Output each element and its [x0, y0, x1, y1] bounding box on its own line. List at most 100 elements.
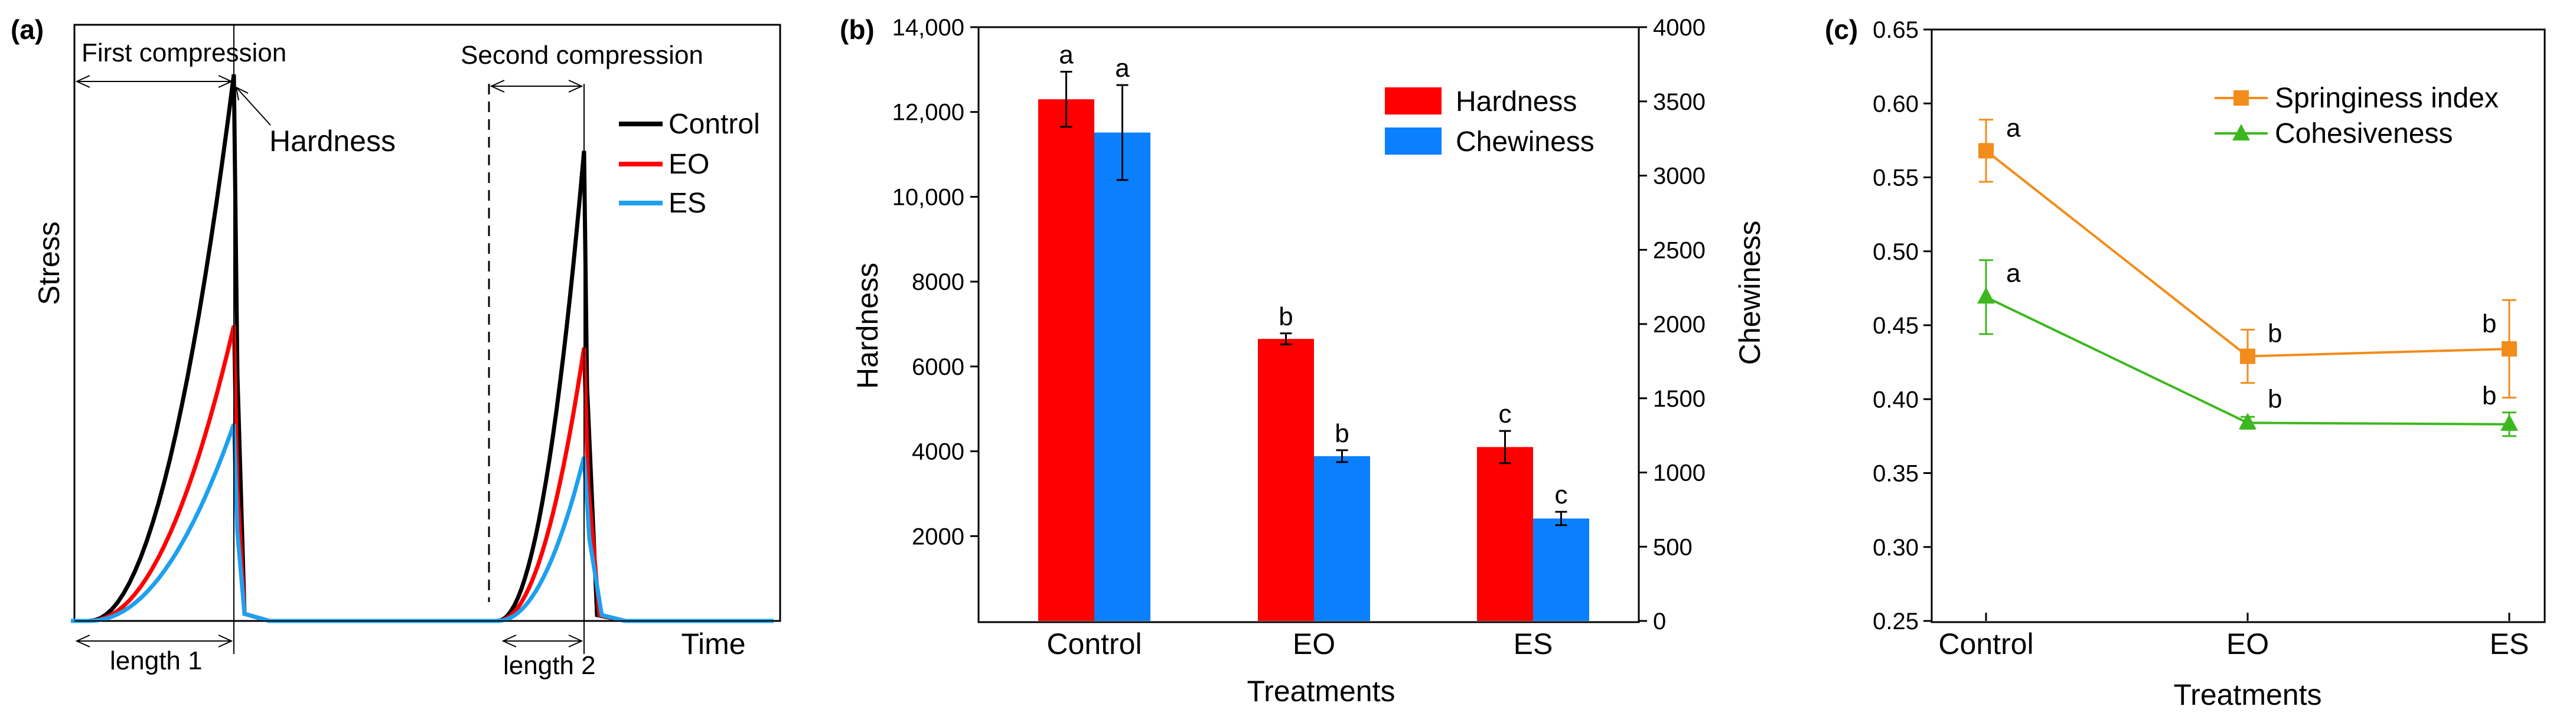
right-tick-label: 3500	[1653, 89, 1706, 115]
panel-b-left-ticks: 2000 4000 6000 8000 10,000 12,000 14,000	[892, 15, 979, 550]
legend-es-label: ES	[669, 188, 706, 219]
right-tick-label: 4000	[1653, 15, 1706, 41]
panel-b-bars: a a b b c c	[1038, 40, 1589, 621]
panel-c-y-ticks: 0.25 0.30 0.35 0.40 0.45 0.50 0.55 0.60 0.65	[1873, 17, 1932, 635]
springiness-significance-letter: b	[2268, 319, 2282, 348]
panel-a-xlabel: Time	[681, 627, 745, 660]
length2-label: length 2	[503, 651, 596, 680]
left-tick-label: 2000	[912, 524, 964, 550]
y-tick-label: 0.35	[1873, 461, 1919, 487]
y-tick-label: 0.65	[1873, 17, 1919, 43]
panel-b-legend: Hardness Chewiness	[1385, 86, 1594, 158]
cohesiveness-significance-letter: b	[2482, 381, 2496, 410]
left-tick-label: 4000	[912, 439, 964, 465]
chewiness-bar	[1533, 518, 1589, 621]
second-compression-arrow	[490, 80, 583, 93]
panel-a: (a) Stress Time First compression Second…	[11, 14, 781, 680]
right-tick-label: 3000	[1653, 163, 1706, 189]
panel-c-xlabel: Treatments	[2173, 678, 2321, 711]
first-compression-label: First compression	[81, 38, 286, 67]
second-compression-label: Second compression	[461, 41, 703, 70]
springiness-marker	[1978, 143, 1994, 159]
cohesiveness-significance-letter: b	[2268, 384, 2282, 413]
right-tick-label: 1000	[1653, 460, 1706, 486]
cohesiveness-marker	[1977, 287, 1995, 304]
left-tick-label: 14,000	[892, 15, 964, 41]
springiness-significance-letter: a	[2006, 113, 2021, 142]
panel-b-label: (b)	[840, 14, 875, 45]
left-tick-label: 10,000	[892, 184, 964, 210]
springiness-marker	[2502, 341, 2517, 357]
length1-label: length 1	[110, 646, 203, 675]
y-tick-label: 0.40	[1873, 387, 1919, 413]
significance-letter: b	[1279, 302, 1293, 331]
y-tick-label: 0.30	[1873, 535, 1919, 561]
curve-eo	[71, 325, 774, 623]
left-tick-label: 12,000	[892, 100, 964, 126]
panel-c-series: a b b a b b	[1977, 113, 2518, 437]
panel-b-right-ticks: 0 500 1000 1500 2000 2500 3000 3500 4000	[1639, 15, 1706, 635]
panel-b: (b) Hardness Chewiness Treatments 2000 40…	[840, 14, 1766, 708]
right-tick-label: 500	[1653, 534, 1693, 560]
category-label: Control	[1046, 627, 1142, 660]
legend-hardness-label: Hardness	[1456, 86, 1577, 117]
category-label: ES	[1514, 627, 1553, 660]
significance-letter: b	[1335, 419, 1349, 448]
category-label: Control	[1938, 627, 2033, 660]
significance-letter: a	[1059, 40, 1074, 69]
chewiness-bar	[1094, 132, 1150, 621]
y-tick-label: 0.55	[1873, 165, 1919, 191]
panel-c-legend: Springiness index Cohesiveness	[2215, 83, 2499, 149]
hardness-bar	[1038, 99, 1094, 621]
category-label: EO	[2226, 627, 2269, 660]
panel-b-ylabel: Hardness	[851, 263, 884, 389]
y-tick-label: 0.45	[1873, 313, 1919, 339]
y-tick-label: 0.25	[1873, 609, 1919, 635]
length1-arrow	[75, 635, 233, 647]
panel-c: (c) Treatments 0.250.300.350.400.450.500…	[1825, 14, 2546, 711]
significance-letter: c	[1499, 400, 1512, 429]
legend-chewiness-label: Chewiness	[1456, 126, 1594, 158]
first-compression-arrow	[75, 75, 233, 88]
left-tick-label: 6000	[912, 354, 964, 380]
legend-eo-label: EO	[669, 149, 709, 180]
cohesiveness-significance-letter: a	[2006, 259, 2021, 287]
legend-springiness-marker	[2233, 90, 2249, 106]
panel-a-legend: Control EO ES	[619, 109, 760, 219]
springiness-marker	[2240, 348, 2255, 364]
hardness-pointer	[235, 86, 271, 126]
legend-springiness-label: Springiness index	[2275, 83, 2499, 114]
y-tick-label: 0.50	[1873, 239, 1919, 265]
panel-b-ylabel-right: Chewiness	[1733, 221, 1766, 365]
left-tick-label: 8000	[912, 269, 964, 295]
right-tick-label: 2500	[1653, 237, 1706, 263]
y-tick-label: 0.60	[1873, 91, 1919, 117]
chewiness-bar	[1314, 456, 1370, 621]
panel-a-label: (a)	[11, 14, 44, 45]
legend-control-label: Control	[669, 109, 760, 140]
panel-a-ylabel: Stress	[32, 221, 66, 305]
significance-letter: c	[1555, 480, 1568, 509]
panel-b-xlabel: Treatments	[1247, 675, 1395, 708]
category-label: EO	[1293, 627, 1335, 660]
right-tick-label: 0	[1653, 609, 1666, 635]
right-tick-label: 1500	[1653, 386, 1706, 412]
legend-cohesiveness-marker	[2232, 124, 2250, 140]
cohesiveness-marker	[2500, 414, 2518, 431]
cohesiveness-marker	[2239, 413, 2257, 430]
legend-cohesiveness-label: Cohesiveness	[2275, 118, 2453, 149]
legend-chewiness-swatch	[1385, 127, 1442, 155]
legend-hardness-swatch	[1385, 87, 1442, 115]
category-label: ES	[2490, 627, 2529, 660]
right-tick-label: 2000	[1653, 312, 1706, 338]
hardness-bar	[1258, 339, 1314, 621]
springiness-line	[1985, 149, 2510, 358]
length2-arrow	[501, 635, 583, 647]
significance-letter: a	[1115, 54, 1130, 83]
hardness-annotation: Hardness	[269, 125, 396, 158]
springiness-significance-letter: b	[2482, 309, 2496, 338]
panel-b-category-ticks: Control EO ES	[1046, 613, 1553, 660]
panel-c-category-ticks: Control EO ES	[1938, 613, 2529, 660]
panel-c-label: (c)	[1825, 14, 1858, 45]
